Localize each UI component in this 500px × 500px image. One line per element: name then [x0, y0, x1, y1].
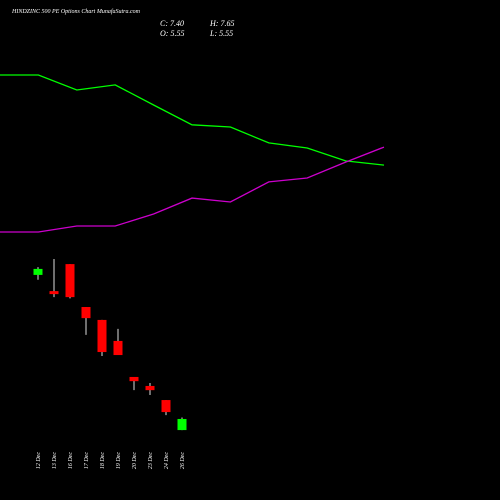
candle-body [145, 385, 155, 391]
low-info: L: 5.55 [209, 29, 233, 38]
candle-body [161, 400, 171, 413]
high-info: H: 7.65 [209, 19, 234, 28]
x-tick-label: 20 Dec [132, 452, 138, 469]
line [0, 146, 385, 233]
x-tick-label: 16 Dec [68, 452, 74, 469]
x-tick-label: 24 Dec [163, 452, 170, 469]
x-tick-label: 12 Dec [36, 452, 42, 469]
candle-body [33, 268, 43, 275]
x-tick-label: 26 Dec [180, 452, 186, 469]
candle-body [113, 340, 123, 356]
x-tick-label: 18 Dec [100, 452, 106, 469]
close-info: C: 7.40 [160, 19, 184, 28]
line [0, 74, 385, 166]
candle-body [129, 376, 139, 382]
open-info: O: 5.55 [160, 29, 184, 38]
x-tick-label: 23 Dec [148, 452, 154, 469]
candle-body [65, 264, 75, 298]
candle-body [81, 307, 91, 319]
candle-body [49, 291, 59, 295]
x-tick-label: 17 Dec [84, 452, 90, 469]
candle-body [177, 418, 187, 431]
x-tick-label: 13 Dec [52, 452, 58, 469]
candle-body [97, 319, 107, 353]
x-tick-label: 19 Dec [116, 452, 122, 469]
chart-title: HINDZINC 500 PE Options Chart MunafaSutr… [11, 8, 141, 15]
